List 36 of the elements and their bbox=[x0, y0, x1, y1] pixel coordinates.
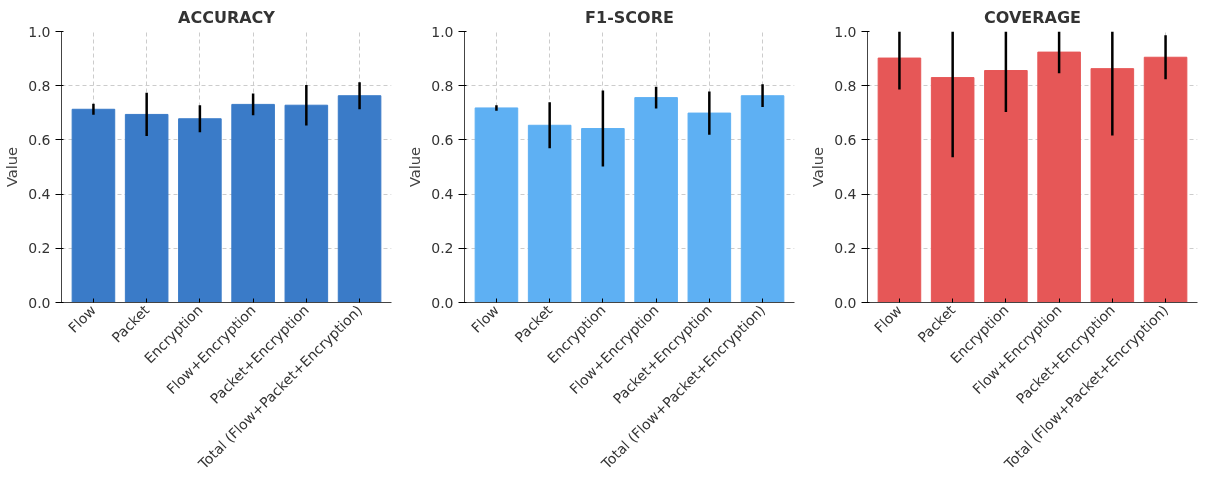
y-tick-label: 0.6 bbox=[28, 131, 51, 148]
y-tick-label: 0.8 bbox=[28, 77, 51, 94]
bar bbox=[634, 97, 678, 303]
y-tick-label: 1.0 bbox=[28, 23, 51, 40]
y-tick-label: 0.6 bbox=[431, 131, 454, 148]
y-tick-label: 0.2 bbox=[834, 240, 857, 257]
bar bbox=[687, 112, 732, 303]
y-axis-title: Value bbox=[3, 146, 21, 188]
bar bbox=[337, 95, 382, 303]
y-tick-label: 0.6 bbox=[834, 131, 857, 148]
y-tick-label: 0.2 bbox=[431, 240, 454, 257]
y-tick-label: 0.8 bbox=[431, 77, 454, 94]
bar bbox=[581, 128, 625, 303]
chart-title: ACCURACY bbox=[178, 7, 276, 27]
bar bbox=[474, 107, 519, 303]
bar bbox=[124, 113, 169, 303]
bar bbox=[231, 103, 275, 303]
chart-title: F1-SCORE bbox=[585, 7, 674, 27]
y-tick-label: 0.8 bbox=[834, 77, 857, 94]
y-tick-label: 0.4 bbox=[834, 186, 857, 203]
y-axis-title: Value bbox=[809, 146, 827, 188]
y-tick-label: 0.4 bbox=[431, 186, 454, 203]
chart-title: COVERAGE bbox=[984, 7, 1081, 27]
y-axis-title: Value bbox=[406, 146, 424, 188]
y-tick-label: 1.0 bbox=[834, 23, 857, 40]
bar bbox=[740, 95, 785, 303]
bar bbox=[71, 108, 116, 303]
y-tick-label: 0.0 bbox=[834, 294, 857, 311]
y-tick-label: 1.0 bbox=[431, 23, 454, 40]
bar bbox=[527, 124, 572, 303]
y-tick-label: 0.2 bbox=[28, 240, 51, 257]
bar bbox=[284, 104, 329, 303]
y-tick-label: 0.0 bbox=[431, 294, 454, 311]
y-tick-label: 0.4 bbox=[28, 186, 51, 203]
bar bbox=[178, 118, 222, 303]
y-tick-label: 0.0 bbox=[28, 294, 51, 311]
